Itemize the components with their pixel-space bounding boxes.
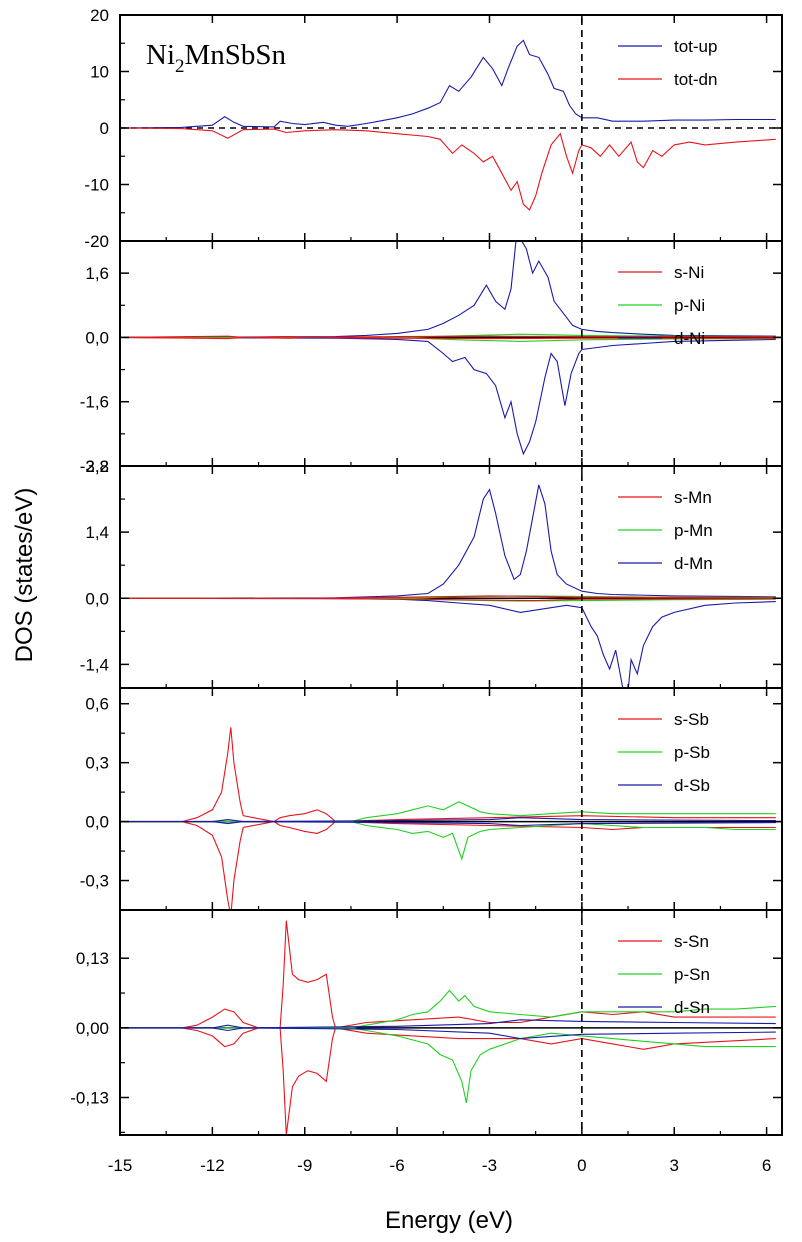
legend-entry: p-Mn [674,521,713,540]
legend-entry: s-Sb [674,710,709,729]
y-tick-label: 10 [90,63,109,82]
series-p-mn-dn [120,597,776,602]
compound-base: Ni [146,39,175,71]
x-tick-label: 6 [762,1156,771,1175]
x-axis-title: Energy (eV) [385,1207,513,1234]
y-tick-label: -0,13 [70,1089,109,1108]
x-tick-label: -9 [297,1156,312,1175]
series-p-ni-dn [120,336,776,342]
panel-sn: 0,13 0,00 -0,13 s-Sn p-Sn d-Sn [70,909,783,1136]
y-tick-label: -20 [84,232,109,251]
plot-layer: 20100-10-20tot-uptot-dn1,60,0-1,6-3,2s-N… [70,6,783,1175]
y-tick-label: -0,3 [80,872,109,891]
y-tick-label: 0,00 [76,1019,109,1038]
series-d-sn-dn [120,1027,776,1040]
legend-entry: s-Ni [674,263,704,282]
legend-entry: s-Mn [674,488,712,507]
panel-frame [119,909,783,1136]
series-s-ni-dn [120,336,776,340]
series-d-mn-dn [120,597,776,688]
x-tick-label: -12 [200,1156,225,1175]
legend-entry: d-Ni [674,329,705,348]
series-s-sb-up [120,727,776,823]
y-tick-label: 0,0 [85,589,109,608]
series-d-sn-up [120,1019,776,1029]
y-tick-label: -3,2 [80,457,109,476]
y-tick-label: 2,8 [85,457,109,476]
y-tick-label: 0,3 [85,754,109,773]
x-tick-label: -6 [390,1156,405,1175]
legend-entry: d-Sb [674,776,710,795]
series-d-ni-up [120,241,776,338]
y-tick-label: 1,4 [85,523,109,542]
series-p-sb-up [120,801,776,823]
y-tick-label: -1,6 [80,393,109,412]
series-group [120,920,776,1135]
series-d-mn-up [120,484,776,599]
series-s-sn-dn [120,1027,776,1135]
x-tick-label: 0 [577,1156,586,1175]
series-d-sb-dn [120,821,776,827]
legend-entry: tot-dn [674,70,717,89]
legend-entry: p-Ni [674,296,705,315]
y-tick-label: 0,0 [85,328,109,347]
series-group [120,241,776,456]
legend-entry: tot-up [674,37,717,56]
y-tick-label: 0,13 [76,949,109,968]
y-tick-label: -10 [84,176,109,195]
series-group [120,484,776,688]
y-tick-label: 20 [90,6,109,25]
series-p-sn-dn [120,1027,776,1104]
y-tick-label: 0,0 [85,813,109,832]
series-group [120,727,776,910]
series-tot-dn [120,127,776,211]
y-tick-label: -1,4 [80,655,109,674]
legend-entry: d-Mn [674,554,713,573]
y-tick-label: 0 [100,119,109,138]
legend-entry: p-Sb [674,743,710,762]
series-d-ni-dn [120,336,776,456]
y-tick-label: 0,6 [85,695,109,714]
legend-entry: p-Sn [674,965,710,984]
x-tick-label: 3 [669,1156,678,1175]
compound-label: Ni2MnSbSn [146,39,287,77]
compound-rest: MnSbSn [185,39,287,71]
panel-ni: 1,6 0,0 -1,6 -3,2 s-Ni p-Ni d-Ni [80,240,783,476]
legend-entry: d-Sn [674,998,710,1017]
series-p-sn-up [120,989,776,1029]
legend-entry: s-Sn [674,932,709,951]
compound-subscript: 2 [175,56,185,77]
y-axis-title: DOS (states/eV) [11,488,38,663]
x-tick-label: -3 [482,1156,497,1175]
y-tick-label: 1,6 [85,264,109,283]
panel-mn: 2,8 1,4 0,0 -1,4 s-Mn p-Mn d-Mn [80,457,783,689]
series-s-sb-dn [120,821,776,910]
series-d-sb-up [120,817,776,823]
x-tick-label: -15 [108,1156,133,1175]
panel-sb: 0,6 0,3 0,0 -0,3 s-Sb p-Sb d-Sb [80,687,783,911]
series-p-sb-dn [120,821,776,861]
